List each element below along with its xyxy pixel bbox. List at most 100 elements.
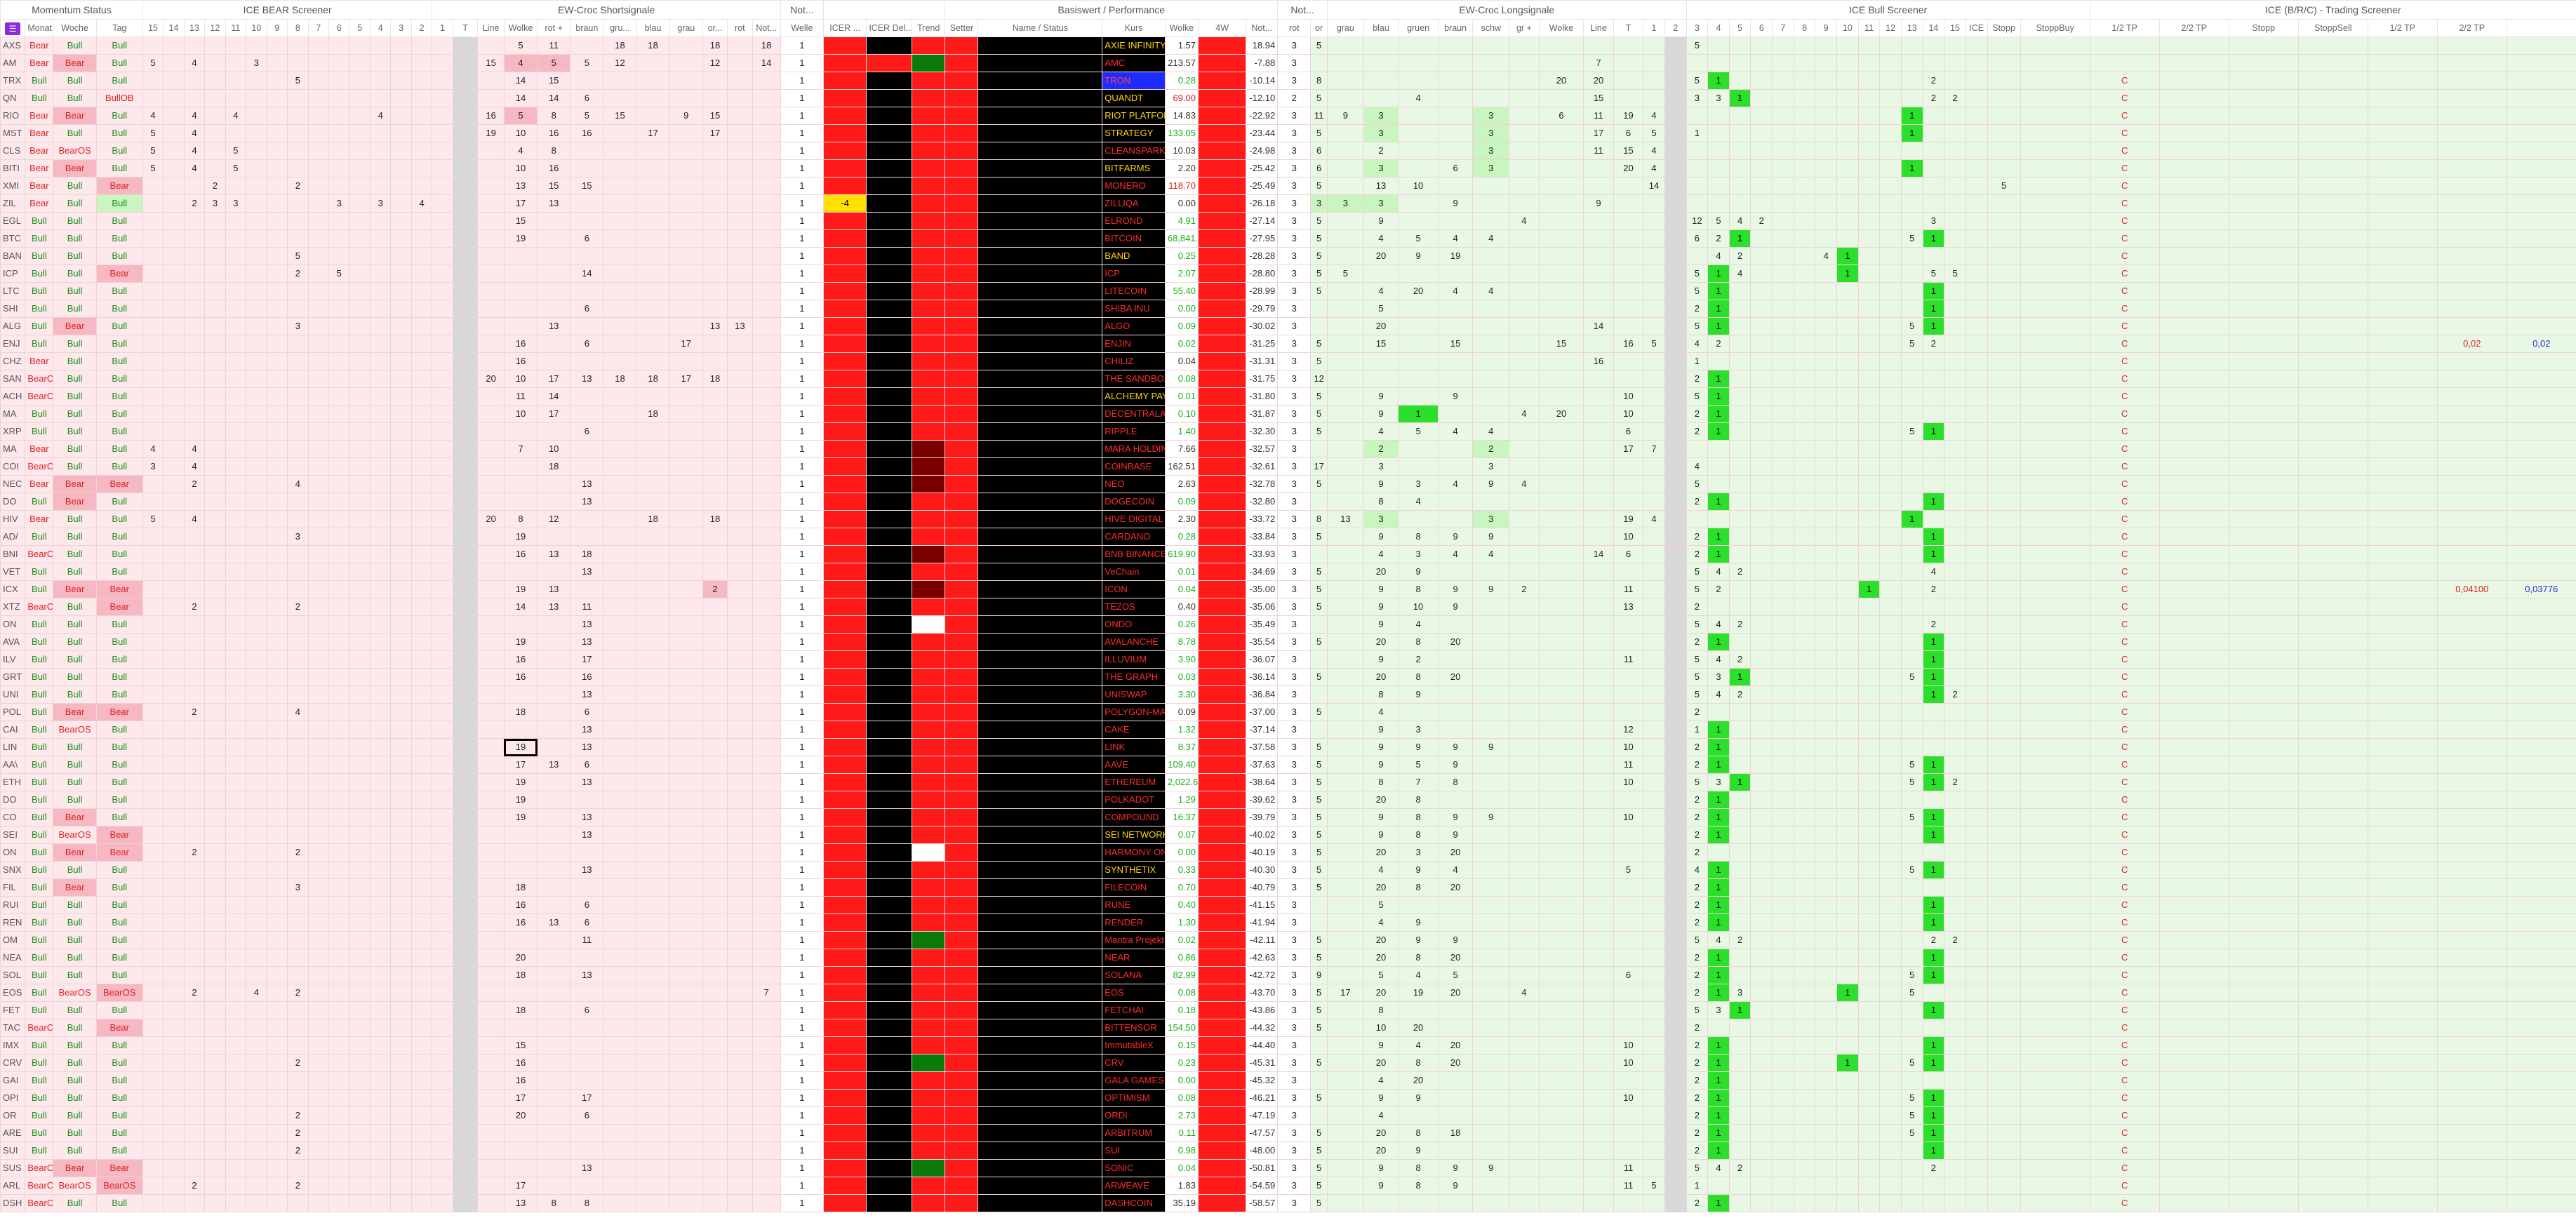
cloud-cell[interactable]	[1197, 984, 1247, 1002]
bear-screener-13[interactable]: 4	[183, 54, 206, 72]
ew-short-6[interactable]	[669, 510, 703, 528]
ew-long-2[interactable]: 3	[1363, 124, 1399, 142]
ew-long-8[interactable]: 17	[1583, 124, 1614, 142]
not-short[interactable]: 1	[780, 650, 825, 669]
bull-screener-13[interactable]	[1965, 177, 1988, 195]
bear-screener-8[interactable]: 2	[287, 1054, 309, 1072]
momentum-month[interactable]: BearOS	[25, 1019, 54, 1037]
bull-screener-0[interactable]: 6	[1686, 229, 1709, 248]
bear-screener-11[interactable]	[225, 791, 247, 809]
ew-long-10[interactable]	[1643, 1106, 1665, 1125]
bull-screener-4[interactable]	[1772, 598, 1794, 616]
cloud-cell[interactable]	[1197, 159, 1247, 178]
setter-cell[interactable]	[977, 124, 1103, 142]
bull-screener-13[interactable]	[1965, 229, 1988, 248]
momentum-day[interactable]: Bull	[95, 896, 143, 914]
bear-screener-9[interactable]	[266, 1089, 288, 1107]
bear-screener-2[interactable]	[411, 1019, 433, 1037]
bear-t[interactable]	[452, 54, 479, 72]
price-cell[interactable]: 3.90	[1164, 650, 1199, 669]
bull-screener-4[interactable]	[1772, 861, 1794, 879]
ew-short-2[interactable]	[537, 1036, 571, 1055]
bull-screener-3[interactable]	[1750, 107, 1773, 125]
ew-long-10[interactable]	[1643, 633, 1665, 651]
bull-screener-12[interactable]	[1944, 229, 1966, 248]
ew-long-5[interactable]	[1472, 1019, 1510, 1037]
ew-short-2[interactable]: 13	[537, 756, 571, 774]
ew-short-2[interactable]: 13	[537, 545, 571, 563]
trade-buy-tp2[interactable]	[2367, 72, 2438, 90]
ew-short-4[interactable]	[603, 598, 637, 616]
bear-screener-14[interactable]	[163, 650, 185, 669]
price-cell[interactable]: 2.30	[1164, 510, 1199, 528]
bear-t[interactable]	[452, 159, 479, 178]
bull-screener-6[interactable]	[1815, 387, 1838, 406]
ew-short-0[interactable]	[477, 615, 505, 634]
bear-screener-3[interactable]	[390, 1089, 412, 1107]
bear-screener-14[interactable]	[163, 405, 185, 423]
table-row[interactable]: ACHBearOSBullBull11141ALCHEMY PAY0.01-31…	[0, 387, 2576, 406]
table-row[interactable]: OM Bull Bull Bull 11 1 Mantra Projekt 0.02 -42.1…	[0, 931, 2576, 949]
bear-screener-11[interactable]	[225, 650, 247, 669]
ew-long-2[interactable]: 4	[1363, 422, 1399, 441]
bull-screener-13[interactable]	[1965, 282, 1988, 300]
ew-long-6[interactable]	[1509, 896, 1540, 914]
bull-screener-8[interactable]	[1857, 229, 1881, 248]
bear-screener-12[interactable]: 3	[204, 194, 226, 213]
ew-long-5[interactable]: 3	[1472, 142, 1510, 160]
momentum-day[interactable]: Bull	[95, 545, 143, 563]
bear-screener-11[interactable]	[225, 615, 247, 634]
ew-long-8[interactable]	[1583, 756, 1614, 774]
bear-t[interactable]	[452, 405, 479, 423]
bull-screener-5[interactable]	[1793, 703, 1816, 721]
bear-screener-8[interactable]	[287, 563, 309, 581]
trade-buy-stoppbuy[interactable]	[2228, 913, 2299, 932]
bear-screener-9[interactable]	[266, 1001, 288, 1019]
ew-long-5[interactable]: 3	[1472, 510, 1510, 528]
ew-short-8[interactable]	[727, 1089, 753, 1107]
trade-buy-stoppbuy[interactable]	[2228, 721, 2299, 739]
icer-delta-cell[interactable]	[912, 756, 946, 774]
ice-cell[interactable]: C	[2089, 650, 2160, 669]
ew-short-0[interactable]	[477, 633, 505, 651]
bear-screener-3[interactable]	[390, 493, 412, 511]
bear-screener-6[interactable]	[328, 615, 350, 634]
trade-buy-stoppbuy[interactable]	[2228, 387, 2299, 406]
bull-screener-7[interactable]	[1836, 124, 1859, 142]
ew-long-4[interactable]: 20	[1437, 843, 1474, 862]
trend-cell[interactable]	[945, 282, 979, 300]
ice-cell[interactable]: C	[2089, 387, 2160, 406]
ew-long-1[interactable]	[1326, 177, 1364, 195]
bull-screener-9[interactable]	[1879, 1001, 1902, 1019]
momentum-day[interactable]: Bull	[95, 791, 143, 809]
bear-screener-3[interactable]	[390, 440, 412, 458]
table-row[interactable]: LIN Bull Bull Bull 19 13 1 LINK 8.37 -37.58 3 5 9 9 9 9…	[0, 738, 2576, 756]
bull-screener-9[interactable]	[1879, 1071, 1902, 1090]
ew-short-2[interactable]	[537, 808, 571, 826]
asset-name[interactable]: LINK	[1102, 738, 1166, 756]
bear-screener-6[interactable]	[328, 107, 350, 125]
bull-screener-6[interactable]	[1815, 615, 1838, 634]
bear-screener-3[interactable]	[390, 1106, 412, 1125]
welle-cell[interactable]: -4	[823, 194, 867, 213]
ew-short-9[interactable]	[752, 563, 781, 581]
column-header[interactable]: 14	[1922, 19, 1945, 37]
bull-screener-2[interactable]: 4	[1728, 212, 1751, 230]
ew-short-4[interactable]	[603, 335, 637, 353]
ew-short-5[interactable]	[636, 580, 670, 598]
bull-screener-8[interactable]	[1857, 1071, 1881, 1090]
welle-cell[interactable]	[823, 89, 867, 107]
bear-screener-4[interactable]	[369, 475, 392, 493]
ew-long-7[interactable]	[1538, 194, 1584, 213]
trade-sell-stopp2[interactable]	[2436, 282, 2507, 300]
bull-screener-3[interactable]	[1750, 194, 1773, 213]
bull-screener-5[interactable]	[1793, 422, 1816, 441]
bull-screener-3[interactable]	[1750, 457, 1773, 476]
ew-long-4[interactable]	[1437, 685, 1474, 704]
symbol-cell[interactable]: BNI	[0, 545, 26, 563]
bear-screener-15[interactable]	[142, 1054, 164, 1072]
asset-name[interactable]: QUANDT	[1102, 89, 1166, 107]
trend-cell[interactable]	[945, 580, 979, 598]
bull-screener-13[interactable]	[1965, 528, 1988, 546]
momentum-day[interactable]: Bull	[95, 72, 143, 90]
